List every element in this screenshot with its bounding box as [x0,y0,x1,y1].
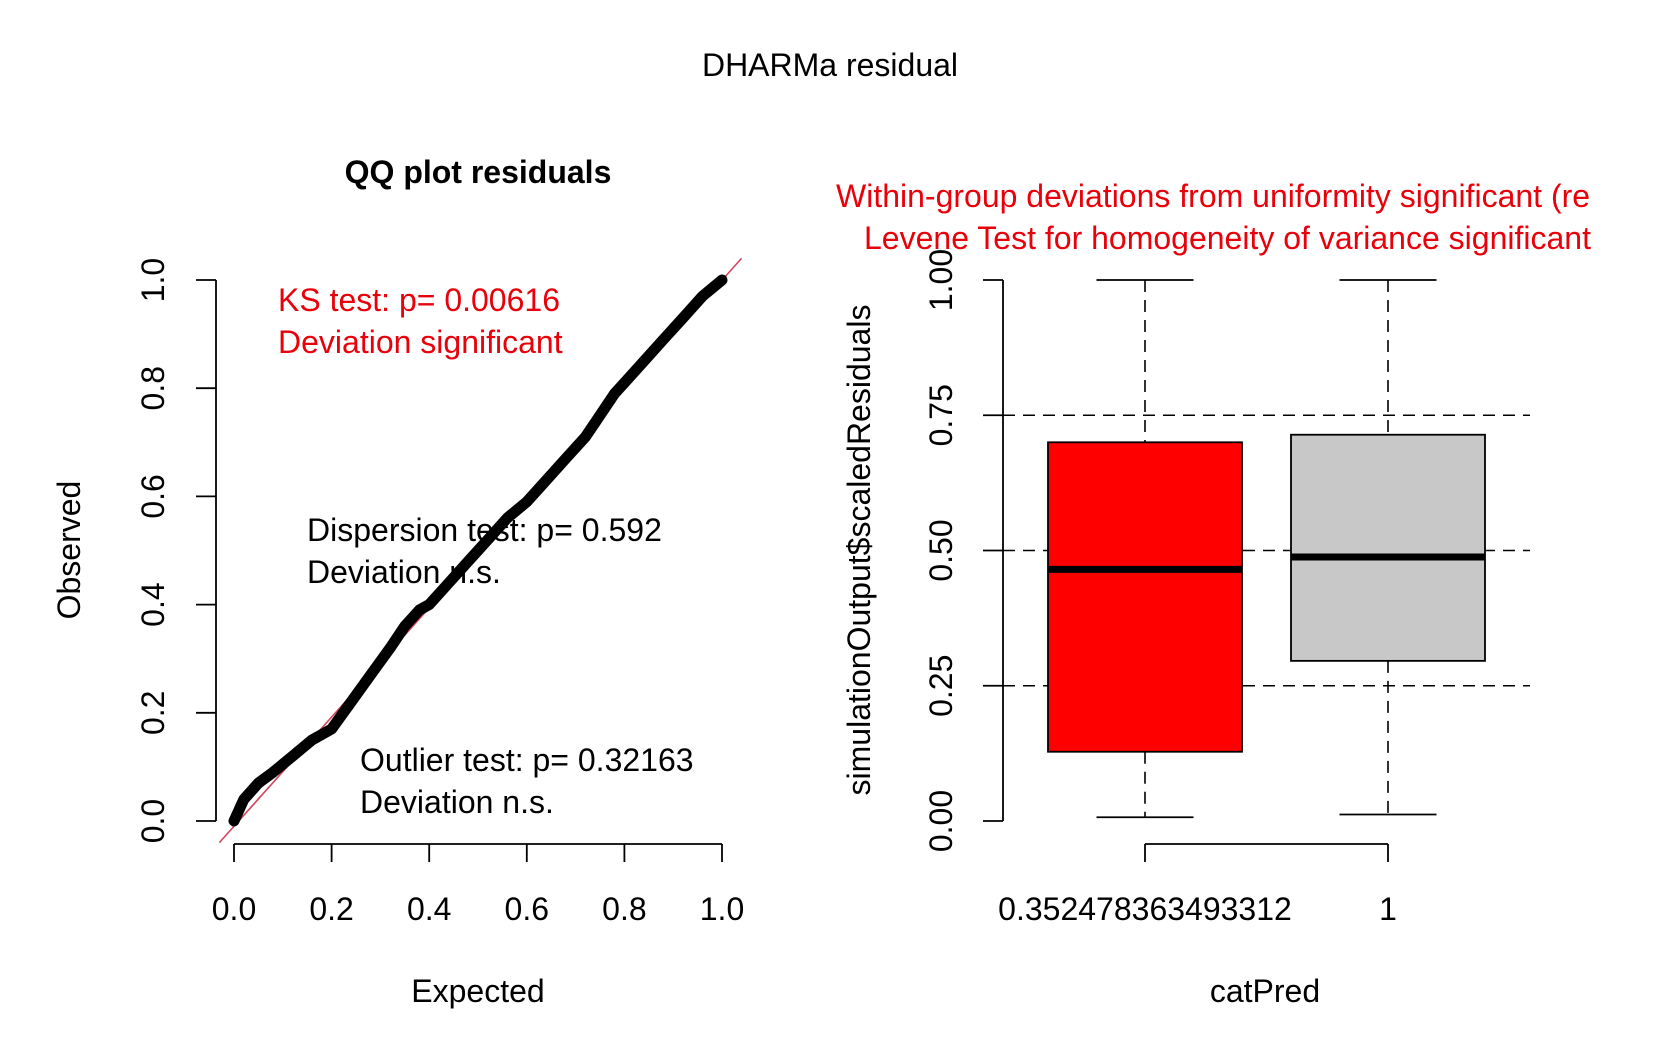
qq-x-tick-label: 0.8 [602,891,646,927]
qq-y-tick-label: 0.4 [135,582,171,626]
qq-point [609,388,620,399]
qq-point [619,377,630,388]
qq-point [326,724,337,735]
dispersion-test-line1: Dispersion test: p= 0.592 [307,512,662,548]
qq-point [541,475,552,486]
box-y-tick-label: 0.25 [923,655,959,717]
qq-point [414,605,425,616]
qq-point [638,356,649,367]
box-axes: 0.00 0.25 0.50 0.75 1.00 0.352478363493312 1 [923,249,1397,927]
qq-y-tick-label: 0.8 [135,366,171,410]
qq-x-tick-label: 0.0 [212,891,256,927]
qq-y-label: Observed [51,481,87,620]
outlier-test-line2: Deviation n.s. [360,784,554,820]
qq-point [595,410,605,421]
qq-x-tick-label: 0.6 [505,891,549,927]
box-y-tick-label: 0.75 [923,384,959,446]
box-x-label: catPred [1210,973,1320,1009]
boxes [1047,279,1486,819]
qq-axes: 0.0 0.2 0.4 0.6 0.8 1.0 0.0 0.2 0.4 0.6 0.8 1.0 [135,258,744,927]
qq-x-tick-label: 1.0 [700,891,744,927]
box-x-tick-label: 0.352478363493312 [998,891,1292,927]
box-body [1290,433,1486,662]
qq-point [482,534,493,545]
qq-point [697,291,708,302]
qq-point [399,621,410,632]
qq-y-tick-label: 0.0 [135,799,171,843]
qq-x-tick-label: 0.2 [309,891,353,927]
qq-point [365,669,376,680]
box-x-tick-label: 1 [1379,891,1397,927]
box-y-label: simulationOutput$scaledResiduals [841,305,877,796]
qq-point [560,453,571,464]
qq-y-tick-label: 0.6 [135,474,171,518]
qq-point [238,794,249,805]
qq-point [521,496,532,507]
qq-point [580,431,591,442]
box-title-line2: Levene Test for homogeneity of variance … [864,220,1591,256]
box-title-line1: Within-group deviations from uniformity … [836,178,1590,214]
qq-title: QQ plot residuals [345,154,612,190]
qq-point [307,734,318,745]
qq-x-label: Expected [411,973,544,1009]
figure-title: DHARMa residual [702,47,958,83]
qq-point [346,696,357,707]
qq-plot-panel: QQ plot residuals 0.0 0.2 0.4 0.6 0.8 1.00.00… [51,154,744,1009]
box-y-tick-label: 0.00 [923,790,959,852]
qq-point [443,577,454,588]
qq-points [229,275,727,826]
qq-point [658,334,669,345]
qq-point [385,642,396,653]
qq-point [677,312,688,323]
qq-point [717,275,727,285]
qq-point [424,599,435,610]
qq-point [463,556,474,567]
qq-point [268,767,279,778]
box-body [1047,441,1243,753]
qq-x-tick-label: 0.4 [407,891,451,927]
box-y-tick-label: 1.00 [923,249,959,311]
qq-y-tick-label: 1.0 [135,258,171,302]
ks-test-line2: Deviation significant [278,324,563,360]
outlier-test-line1: Outlier test: p= 0.32163 [360,742,694,778]
ks-test-line1: KS test: p= 0.00616 [278,282,560,318]
qq-y-tick-label: 0.2 [135,691,171,735]
qq-point [502,513,513,524]
qq-point [287,751,298,762]
dispersion-test-line2: Deviation n.s. [307,554,501,590]
boxplot-panel: Within-group deviations from uniformity … [836,178,1591,1009]
qq-point [253,778,264,789]
qq-point [229,816,239,826]
box-y-tick-label: 0.50 [923,519,959,581]
